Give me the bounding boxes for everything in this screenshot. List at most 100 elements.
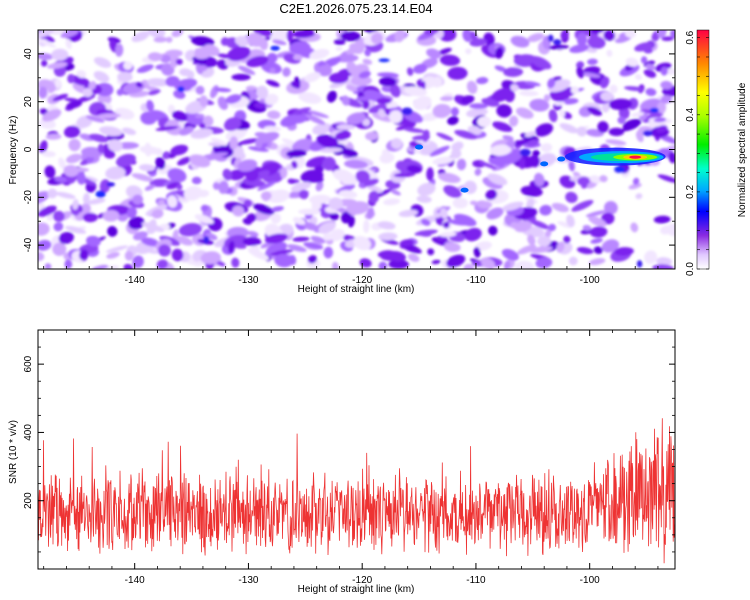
heatmap-noise-blob [144, 142, 152, 157]
x-tick-label: -120 [352, 275, 372, 286]
heatmap-noise-blob [587, 58, 598, 66]
heatmap-noise-blob [341, 95, 350, 106]
heatmap-noise-blob [171, 110, 188, 122]
heatmap-noise-blob [464, 227, 482, 242]
heatmap-noise-blob [122, 127, 137, 135]
heatmap-noise-blob [144, 184, 156, 191]
heatmap-noise-blob [106, 182, 116, 187]
heatmap-noise-blob [473, 246, 481, 258]
heatmap-noise-blob [117, 71, 133, 82]
heatmap-noise-blob [514, 260, 535, 269]
heatmap-noise-blob [447, 66, 468, 80]
heatmap-noise-blob [480, 257, 496, 269]
heatmap-noise-blob [501, 248, 519, 261]
heatmap-noise-blob [70, 75, 90, 86]
heatmap-noise-blob [548, 223, 556, 232]
heatmap-noise-blob [437, 172, 461, 184]
heatmap-noise-blob [102, 209, 120, 222]
signal-precursor-spot [460, 187, 469, 193]
heatmap-noise-blob [177, 156, 192, 166]
heatmap-noise-blob [329, 228, 345, 242]
heatmap-noise-blob [547, 78, 556, 89]
heatmap-noise-blob [40, 60, 48, 67]
heatmap-noise-blob [440, 207, 448, 220]
y-tick-label: 400 [23, 424, 34, 441]
heatmap-noise-blob [291, 160, 298, 169]
heatmap-noise-blob [576, 247, 594, 255]
heatmap-noise-blob [657, 30, 667, 39]
colorbar-tick-label: 0.0 [685, 262, 696, 276]
heatmap-noise-blob [436, 132, 454, 141]
heatmap-plot: -140 -130 -120 -110 -100 -40 -20 0 20 40 Height … [8, 29, 676, 295]
heatmap-noise-blob [474, 241, 492, 251]
heatmap-noise-blob [653, 215, 671, 224]
heatmap-noise-blob [439, 54, 461, 66]
heatmap-noise-blob [432, 103, 452, 119]
colorbar-ticks: 0.0 0.2 0.4 0.6 [685, 30, 709, 276]
heatmap-noise-blob [462, 30, 473, 42]
heatmap-noise-blob [600, 76, 610, 89]
heatmap-noise-blob [398, 209, 419, 217]
heatmap-noise-blob [177, 86, 185, 93]
heatmap-noise-blob [562, 98, 579, 105]
heatmap-noise-blob [514, 220, 532, 233]
heatmap-noise-blob [38, 251, 45, 262]
heatmap-noise-blob [190, 128, 213, 139]
heatmap-noise-blob [393, 172, 416, 178]
heatmap-noise-blob [66, 153, 82, 164]
heatmap-noise-blob [147, 30, 166, 38]
heatmap-noise-blob [202, 115, 214, 127]
heatmap-noise-blob [494, 65, 507, 72]
heatmap-noise-blob [237, 159, 258, 172]
heatmap-noise-blob [183, 186, 203, 201]
heatmap-noise-blob [401, 107, 413, 116]
snr-series-line [38, 418, 675, 564]
heatmap-noise-blob [519, 90, 539, 97]
heatmap-noise-blob [189, 154, 211, 168]
heatmap-noise-blob [543, 94, 551, 102]
heatmap-noise-blob [267, 110, 281, 120]
heatmap-noise-blob [489, 144, 512, 156]
heatmap-noise-blob [307, 110, 329, 118]
heatmap-noise-blob [196, 64, 208, 72]
heatmap-noise-blob [426, 48, 442, 59]
heatmap-noise-blob [429, 145, 450, 157]
heatmap-noise-blob [254, 102, 267, 109]
heatmap-noise-blob [153, 36, 168, 43]
heatmap-noise-blob [58, 157, 66, 169]
x-tick-label: -140 [125, 275, 145, 286]
heatmap-noise-blob [377, 250, 395, 258]
heatmap-noise-blob [323, 246, 334, 259]
heatmap-noise-blob [668, 151, 675, 164]
heatmap-noise-blob [527, 33, 544, 43]
heatmap-noise-blob [418, 230, 432, 237]
heatmap-noise-blob [364, 49, 371, 57]
heatmap-noise-blob [529, 98, 550, 112]
heatmap-noise-blob [476, 77, 489, 85]
heatmap-noise-blob [377, 72, 399, 78]
heatmap-noise-blob [426, 167, 434, 181]
heatmap-noise-blob [116, 88, 124, 96]
chart-title: C2E1.2026.075.23.14.E04 [279, 1, 432, 16]
heatmap-noise-blob [178, 223, 203, 237]
signal-peak-center [629, 155, 642, 159]
heatmap-noise-blob [86, 235, 101, 247]
heatmap-noise-blob [171, 248, 184, 262]
heatmap-noise-blob [299, 189, 309, 200]
heatmap-noise-blob [280, 166, 288, 179]
heatmap-noise-blob [298, 141, 307, 149]
heatmap-noise-blob [608, 98, 633, 111]
heatmap-noise-blob [63, 125, 81, 138]
heatmap-noise-blob [645, 88, 657, 97]
heatmap-noise-blob [485, 189, 498, 200]
heatmap-noise-blob [270, 45, 280, 51]
heatmap-noise-blob [488, 225, 498, 236]
heatmap-noise-blob [437, 47, 452, 55]
heatmap-noise-blob [589, 226, 608, 238]
heatmap-noise-blob [195, 113, 205, 119]
heatmap-noise-blob [309, 48, 330, 60]
heatmap-noise-blob [432, 76, 443, 88]
heatmap-noise-blob [656, 257, 673, 266]
heatmap-noise-blob [155, 125, 179, 131]
